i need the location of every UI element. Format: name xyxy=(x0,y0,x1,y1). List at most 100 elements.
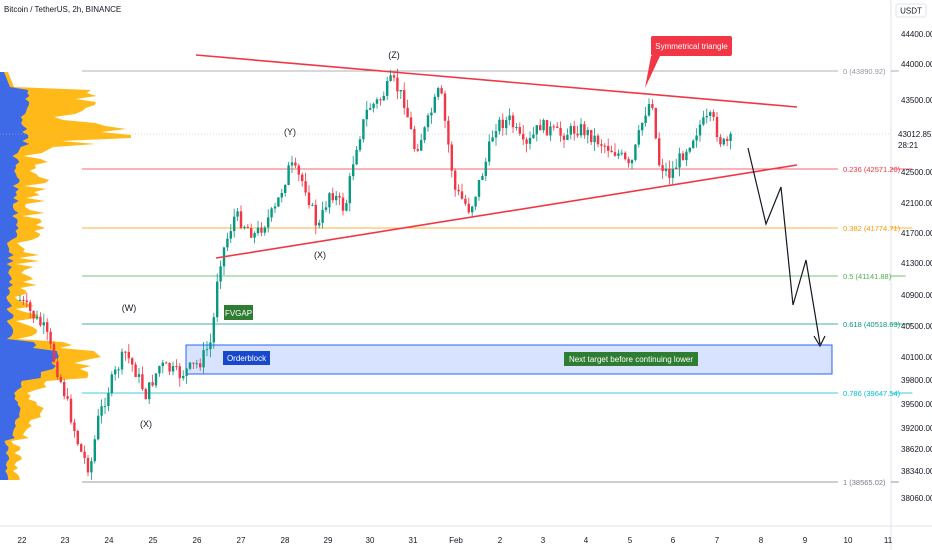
price-axis[interactable]: 44400.0044000.0043500.0043100.0042500.00… xyxy=(901,30,932,503)
candle-body xyxy=(226,238,229,248)
time-tick-label: 29 xyxy=(324,536,333,545)
orderblock-label: Orderblock xyxy=(227,354,267,363)
candle-body xyxy=(304,181,307,193)
candle-body xyxy=(355,149,358,165)
currency-label: USDT xyxy=(900,7,922,16)
price-tick-label: 39800.00 xyxy=(901,376,932,385)
candle-body xyxy=(637,130,640,145)
candle-body xyxy=(182,375,185,379)
candle-body xyxy=(171,366,175,372)
candle-body xyxy=(331,193,334,201)
candle-body xyxy=(471,206,474,213)
time-tick-label: Feb xyxy=(449,536,463,545)
triangle-upper-line[interactable] xyxy=(195,54,798,108)
candle-body xyxy=(556,126,559,128)
orderblock-zone[interactable] xyxy=(185,344,833,375)
candle-body xyxy=(103,406,107,408)
time-tick-label: 31 xyxy=(409,536,418,545)
price-tick-label: 39200.00 xyxy=(901,424,932,433)
price-tick-label: 38620.00 xyxy=(901,445,932,454)
candle-body xyxy=(491,137,494,142)
candle-body xyxy=(110,374,113,394)
candle-body xyxy=(219,266,222,282)
candle-body xyxy=(600,144,603,146)
candle-body xyxy=(168,363,171,372)
candle-body xyxy=(338,195,341,198)
candle-body xyxy=(596,135,600,145)
candle-body xyxy=(498,119,501,132)
chart-title: Bitcoin / TetherUS, 2h, BINANCE xyxy=(4,5,122,14)
candle-body xyxy=(185,368,188,376)
candle-body xyxy=(386,81,389,96)
candle-body xyxy=(586,129,589,136)
candle-body xyxy=(484,161,487,176)
time-tick-label: 6 xyxy=(671,536,676,545)
time-tick-label: 2 xyxy=(498,536,503,545)
candle-body xyxy=(352,164,355,177)
fib-retracement: 0 (43890.92) 0.236 (42571.20) 0.382 (41774… xyxy=(82,67,913,487)
time-tick-label: 7 xyxy=(715,536,720,545)
orderblock-label-box[interactable]: Orderblock xyxy=(223,351,270,365)
current-price: 43012.85 xyxy=(898,130,932,139)
candle-body xyxy=(532,134,535,139)
candle-body xyxy=(729,133,732,141)
candle-body xyxy=(297,165,300,175)
candle-body xyxy=(69,398,73,423)
candle-body xyxy=(501,119,504,129)
candle-body xyxy=(341,197,345,211)
candle-body xyxy=(695,135,698,141)
time-tick-label: 5 xyxy=(628,536,633,545)
candle-body xyxy=(668,168,671,178)
projection-path[interactable] xyxy=(747,147,821,345)
candle-body xyxy=(409,117,413,130)
candle-body xyxy=(137,374,141,377)
candle-body xyxy=(382,95,385,101)
candle-body xyxy=(124,351,127,353)
candle-body xyxy=(678,153,681,168)
target-label-box[interactable]: Next target before continuing lower xyxy=(564,352,698,366)
price-tick-label: 41300.00 xyxy=(901,259,932,268)
candle-body xyxy=(715,116,719,138)
candle-body xyxy=(117,369,120,371)
candle-body xyxy=(481,175,484,180)
candle-body xyxy=(209,342,212,350)
candle-body xyxy=(93,439,96,462)
candle-body xyxy=(86,457,90,473)
candle-body xyxy=(161,362,164,367)
candle-body xyxy=(100,406,103,416)
candle-body xyxy=(549,126,552,136)
fvgap-label-box[interactable]: FVGAP xyxy=(224,305,253,320)
time-axis[interactable]: 22 23 24 25 26 27 28 29 30 31 Feb 2 3 4 5 6 7 8 9 10 11 xyxy=(18,536,893,545)
candle-body xyxy=(233,216,236,232)
candle-body xyxy=(263,227,266,233)
candle-body xyxy=(651,104,654,109)
triangle-lower-line[interactable] xyxy=(215,164,798,259)
candle-body xyxy=(277,197,280,207)
candle-body xyxy=(664,168,668,172)
candle-body xyxy=(630,160,634,164)
wave-label-y: (Y) xyxy=(284,127,296,137)
candle-body xyxy=(83,451,86,458)
time-tick-label: 25 xyxy=(149,536,158,545)
candle-body xyxy=(22,299,25,301)
time-tick-label: 28 xyxy=(281,536,290,545)
candle-body xyxy=(375,99,379,104)
candle-body xyxy=(49,331,52,344)
symmetrical-triangle-callout[interactable]: Symmetrical triangle xyxy=(645,36,732,88)
triangle-label: Symmetrical triangle xyxy=(655,42,728,51)
fib-level-label: 0.5 (41141.88) xyxy=(843,272,892,281)
candle-body xyxy=(144,389,147,400)
candle-body xyxy=(406,107,409,118)
currency-box[interactable]: USDT xyxy=(895,3,927,18)
candle-body xyxy=(362,119,365,140)
candle-body xyxy=(610,150,613,153)
price-tick-label: 42500.00 xyxy=(901,168,932,177)
candle-body xyxy=(39,316,42,326)
candle-body xyxy=(403,90,406,108)
candle-body xyxy=(430,112,433,116)
candle-body xyxy=(314,204,317,226)
time-tick-label: 9 xyxy=(803,536,808,545)
candle-body xyxy=(559,127,562,136)
candle-body xyxy=(569,126,572,135)
